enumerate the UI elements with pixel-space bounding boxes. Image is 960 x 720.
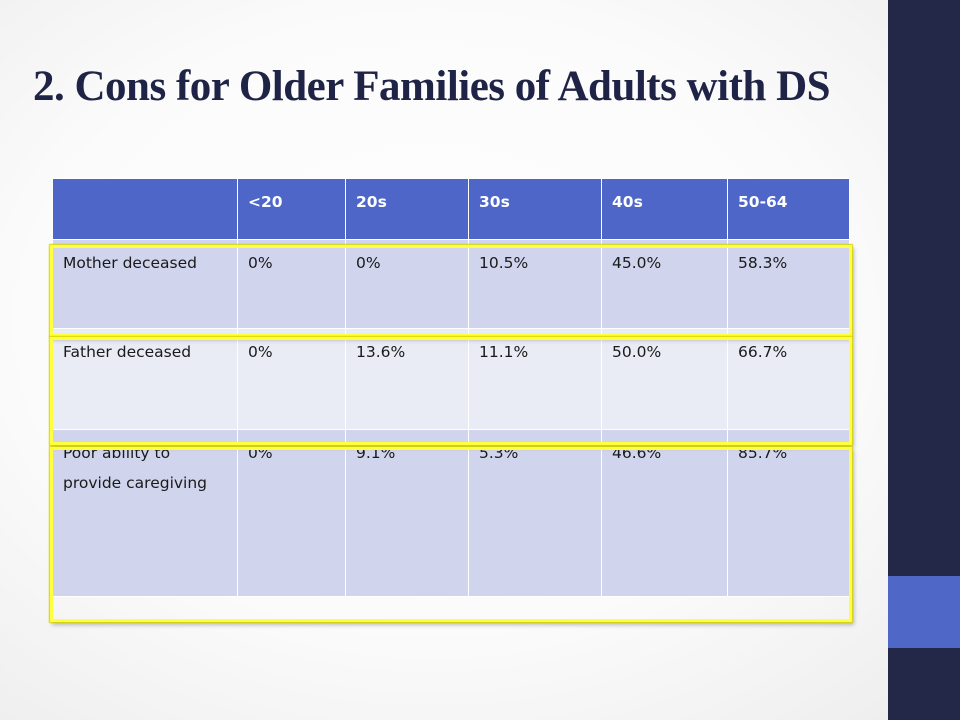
table-cell: 5.3% [468,429,602,597]
header-cell-empty [52,178,238,240]
table-cell: 0% [237,429,346,597]
table-cell: 45.0% [601,239,728,329]
row-label: Poor ability to provide caregiving [52,429,238,597]
table-cell: 9.1% [345,429,469,597]
table-cell: 0% [237,239,346,329]
table-cell: 50.0% [601,328,728,430]
table-cell: 11.1% [468,328,602,430]
sidebar-accent-block [888,576,960,648]
table-cell: 85.7% [727,429,850,597]
header-cell-30s: 30s [468,178,602,240]
table-header-row: <20 20s 30s 40s 50-64 [52,178,850,240]
header-cell-50-64: 50-64 [727,178,850,240]
table-row-mother-deceased: Mother deceased 0% 0% 10.5% 45.0% 58.3% [52,239,850,329]
table-cell: 58.3% [727,239,850,329]
data-table: <20 20s 30s 40s 50-64 Mother deceased 0%… [52,178,850,597]
table-cell: 0% [345,239,469,329]
header-cell-40s: 40s [601,178,728,240]
table-cell: 10.5% [468,239,602,329]
table-cell: 46.6% [601,429,728,597]
table-cell: 0% [237,328,346,430]
table-row-father-deceased: Father deceased 0% 13.6% 11.1% 50.0% 66.… [52,328,850,430]
table-row-poor-caregiving: Poor ability to provide caregiving 0% 9.… [52,429,850,597]
table-cell: 13.6% [345,328,469,430]
header-cell-under-20: <20 [237,178,346,240]
row-label: Father deceased [52,328,238,430]
row-label: Mother deceased [52,239,238,329]
table-cell: 66.7% [727,328,850,430]
slide-title: 2. Cons for Older Families of Adults wit… [33,63,831,110]
header-cell-20s: 20s [345,178,469,240]
